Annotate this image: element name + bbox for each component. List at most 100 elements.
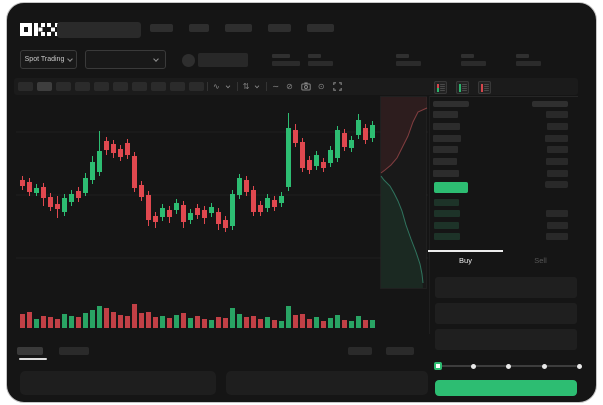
orderbook-ask-row[interactable] bbox=[430, 111, 578, 119]
orderbook-bid-row[interactable] bbox=[430, 199, 578, 207]
icon-line bbox=[484, 85, 489, 88]
chevron-down-icon[interactable] bbox=[255, 83, 260, 88]
ask-price-bar bbox=[433, 111, 458, 118]
timeframe-button[interactable] bbox=[113, 82, 128, 91]
icon-row bbox=[458, 87, 467, 90]
order-form-field[interactable] bbox=[435, 329, 577, 350]
bottom-action-placeholder[interactable] bbox=[348, 347, 372, 355]
ask-amount-bar bbox=[546, 158, 568, 166]
icon-cell bbox=[458, 83, 461, 86]
price-chart[interactable] bbox=[14, 96, 430, 332]
bid-amount-bar bbox=[547, 221, 568, 229]
pair-avatar bbox=[182, 54, 195, 67]
tab-sell-label: Sell bbox=[534, 255, 547, 265]
nav-item-placeholder[interactable] bbox=[189, 24, 209, 32]
fullscreen-icon[interactable] bbox=[332, 82, 342, 91]
divider bbox=[430, 96, 578, 97]
camera-icon[interactable] bbox=[301, 82, 311, 91]
last-price-amount-bar bbox=[545, 181, 568, 188]
ask-price-bar bbox=[433, 122, 460, 130]
ask-amount-bar bbox=[546, 111, 568, 118]
tab-sell[interactable]: Sell bbox=[503, 253, 578, 267]
orderbook-ask-row[interactable] bbox=[430, 170, 578, 178]
nav-item-placeholder[interactable] bbox=[268, 24, 291, 32]
icon-line bbox=[440, 87, 445, 90]
icon-cell bbox=[458, 87, 461, 90]
icon-line bbox=[484, 83, 489, 86]
order-form-field[interactable] bbox=[435, 277, 577, 298]
stat-value-bar bbox=[396, 61, 421, 66]
stat-value-bar bbox=[461, 61, 486, 66]
divider bbox=[236, 82, 238, 91]
icon-line bbox=[440, 85, 445, 88]
tab-buy[interactable]: Buy bbox=[428, 253, 503, 267]
slider-stop[interactable] bbox=[506, 364, 511, 369]
timeframe-button[interactable] bbox=[132, 82, 147, 91]
slider-stop[interactable] bbox=[470, 364, 476, 369]
order-form-field[interactable] bbox=[435, 303, 577, 324]
orderbook-ask-row[interactable] bbox=[430, 122, 578, 131]
icon-cell bbox=[436, 83, 439, 86]
icon-row bbox=[436, 83, 445, 86]
orderbook-col-header-amount bbox=[532, 101, 568, 107]
bottom-action-placeholder[interactable] bbox=[386, 347, 414, 355]
timeframe-button[interactable] bbox=[189, 82, 204, 91]
bottom-tab-placeholder[interactable] bbox=[59, 347, 89, 355]
nav-item-placeholder[interactable] bbox=[225, 24, 252, 32]
timeframe-button[interactable] bbox=[170, 82, 185, 91]
book-combined-icon[interactable] bbox=[434, 81, 447, 94]
timeframe-button[interactable] bbox=[18, 82, 33, 91]
indicator-icon[interactable]: ∼ bbox=[272, 82, 280, 91]
slider-stop[interactable] bbox=[541, 364, 547, 369]
orderbook-bid-row[interactable] bbox=[430, 221, 578, 230]
draw-tool-icon[interactable]: ⊘ bbox=[286, 82, 293, 91]
ask-amount-bar bbox=[545, 134, 568, 142]
pair-selector[interactable] bbox=[85, 50, 166, 69]
buy-submit-button[interactable] bbox=[435, 380, 577, 396]
book-bids-icon[interactable] bbox=[456, 81, 469, 94]
nav-item-placeholder[interactable] bbox=[150, 24, 173, 32]
icon-line bbox=[462, 87, 467, 90]
bid-amount-bar bbox=[546, 210, 568, 218]
orderbook-bid-row[interactable] bbox=[430, 210, 578, 218]
interval-icon[interactable]: ⇅ bbox=[242, 82, 250, 91]
timeframe-button[interactable] bbox=[56, 82, 71, 91]
icon-cell bbox=[480, 83, 483, 86]
timeframe-button[interactable] bbox=[94, 82, 109, 91]
orderbook-ask-row[interactable] bbox=[430, 134, 578, 143]
chevron-down-icon bbox=[153, 55, 159, 62]
icon-line bbox=[462, 85, 467, 88]
timeframe-button[interactable] bbox=[37, 82, 52, 91]
orderbook-bid-row[interactable] bbox=[430, 232, 578, 241]
bid-price-bar bbox=[434, 210, 460, 218]
gear-icon[interactable]: ⊙ bbox=[317, 82, 325, 91]
stat-label-bar bbox=[516, 54, 529, 58]
market-type-selector[interactable]: Spot Trading bbox=[20, 50, 77, 69]
icon-row bbox=[458, 85, 467, 88]
nav-item-placeholder[interactable] bbox=[307, 24, 334, 32]
icon-row bbox=[436, 85, 445, 88]
search-input[interactable] bbox=[57, 22, 141, 38]
price-placeholder bbox=[198, 53, 248, 67]
orderbook-col-header-price bbox=[433, 101, 469, 107]
icon-cell bbox=[458, 85, 461, 88]
ticker-stat-placeholder bbox=[516, 53, 546, 66]
divider bbox=[207, 82, 208, 91]
orderbook-ask-row[interactable] bbox=[430, 158, 578, 166]
book-asks-icon[interactable] bbox=[478, 81, 491, 94]
timeframe-button[interactable] bbox=[151, 82, 166, 91]
last-price-badge[interactable] bbox=[434, 182, 468, 193]
chart-style-icon[interactable]: ∿ bbox=[213, 82, 220, 91]
slider-handle[interactable] bbox=[434, 362, 442, 370]
bottom-tab-placeholder[interactable] bbox=[17, 347, 43, 355]
slider-stop[interactable] bbox=[577, 364, 582, 369]
icon-cell bbox=[480, 85, 483, 88]
ask-price-bar bbox=[433, 158, 457, 166]
timeframe-button[interactable] bbox=[75, 82, 90, 91]
ask-amount-bar bbox=[547, 122, 568, 130]
ask-price-bar bbox=[433, 146, 458, 154]
divider bbox=[429, 96, 430, 334]
orderbook-ask-row[interactable] bbox=[430, 146, 578, 154]
icon-row bbox=[458, 89, 467, 92]
chevron-down-icon[interactable] bbox=[225, 83, 230, 88]
